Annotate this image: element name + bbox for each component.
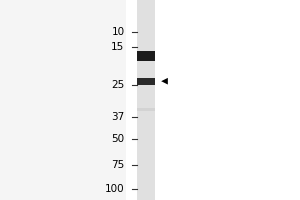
Bar (136, 0, 154, 200)
Bar (136, 78, 154, 85)
Bar (126, 0, 300, 200)
Bar (136, 108, 154, 111)
Text: 15: 15 (111, 42, 124, 52)
Text: 75: 75 (111, 160, 124, 170)
Text: 100: 100 (105, 184, 124, 194)
Bar (136, 51, 154, 61)
Text: 50: 50 (111, 134, 124, 144)
Text: 10: 10 (111, 27, 124, 37)
Text: 37: 37 (111, 112, 124, 122)
Text: 25: 25 (111, 80, 124, 90)
